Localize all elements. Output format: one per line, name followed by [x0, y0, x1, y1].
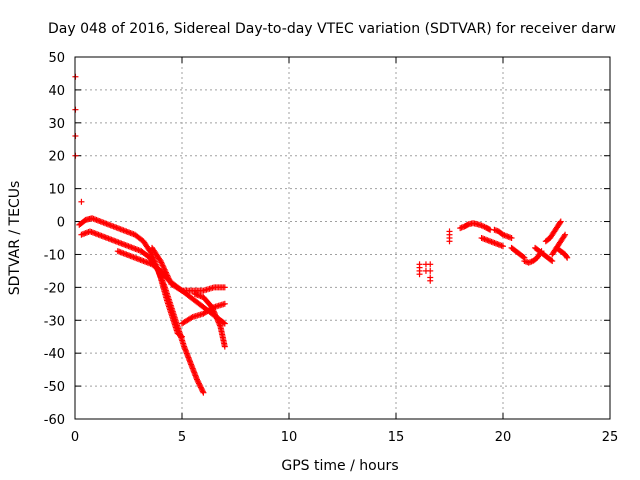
x-tick-label: 15: [388, 430, 405, 445]
data-point: [563, 253, 570, 260]
data-point: [549, 258, 556, 265]
data-point: [198, 385, 205, 392]
data-point: [508, 235, 515, 241]
grid-lines: [75, 57, 610, 419]
y-tick-label: 40: [48, 84, 65, 99]
x-tick-label: 25: [602, 430, 619, 445]
tick-labels: 0 5 10 15 20 25 50 40 30 20 10 0 -10 -20 -30 -40 -50 -60: [44, 51, 619, 445]
data-point: [199, 387, 206, 394]
y-tick-label: 30: [48, 117, 65, 132]
data-point: [200, 389, 207, 396]
data-point: [78, 198, 85, 205]
y-tick-label: -20: [44, 281, 65, 296]
chart-title: Day 048 of 2016, Sidereal Day-to-day VTE…: [48, 21, 616, 37]
data-point: [416, 271, 423, 278]
data-point: [196, 381, 203, 388]
y-tick-label: -40: [44, 347, 65, 362]
data-point: [220, 319, 227, 326]
data-point: [446, 238, 453, 245]
y-tick-label: -10: [44, 248, 65, 263]
x-axis-label: GPS time / hours: [281, 458, 398, 474]
y-tick-label: 10: [48, 183, 65, 198]
y-tick-label: 0: [57, 216, 65, 231]
data-point: [195, 379, 202, 386]
x-tick-label: 5: [178, 430, 186, 445]
data-point: [177, 286, 184, 293]
data-point: [221, 300, 228, 307]
data-point: [156, 256, 163, 263]
x-tick-label: 10: [281, 430, 298, 445]
y-tick-label: 20: [48, 150, 65, 165]
data-point: [221, 284, 228, 291]
data-point: [548, 257, 555, 264]
data-point: [197, 383, 204, 390]
data-point: [193, 376, 200, 383]
data-point: [427, 267, 434, 274]
data-point: [427, 277, 434, 284]
axis-ticks: [74, 56, 611, 420]
plot-frame: [74, 56, 611, 420]
data-point: [221, 343, 228, 350]
data-point: [188, 314, 195, 321]
data-point: [194, 377, 201, 384]
data-point: [157, 258, 164, 265]
data-points: [72, 73, 571, 396]
data-point: [199, 388, 206, 395]
y-tick-label: -50: [44, 380, 65, 395]
x-tick-label: 20: [495, 430, 512, 445]
data-point: [221, 320, 228, 327]
data-point: [557, 218, 564, 225]
data-point: [520, 253, 527, 260]
data-point: [197, 384, 204, 391]
x-tick-label: 0: [71, 430, 79, 445]
data-point: [562, 231, 569, 238]
y-tick-label: -30: [44, 314, 65, 329]
y-axis-label: SDTVAR / TECUs: [7, 181, 23, 296]
data-point: [500, 243, 506, 250]
y-tick-label: 50: [48, 51, 65, 66]
data-point: [195, 380, 202, 387]
data-point: [557, 219, 564, 226]
data-point: [561, 233, 568, 240]
data-point: [564, 254, 571, 261]
y-tick-label: -60: [44, 413, 65, 428]
data-point: [427, 261, 434, 268]
